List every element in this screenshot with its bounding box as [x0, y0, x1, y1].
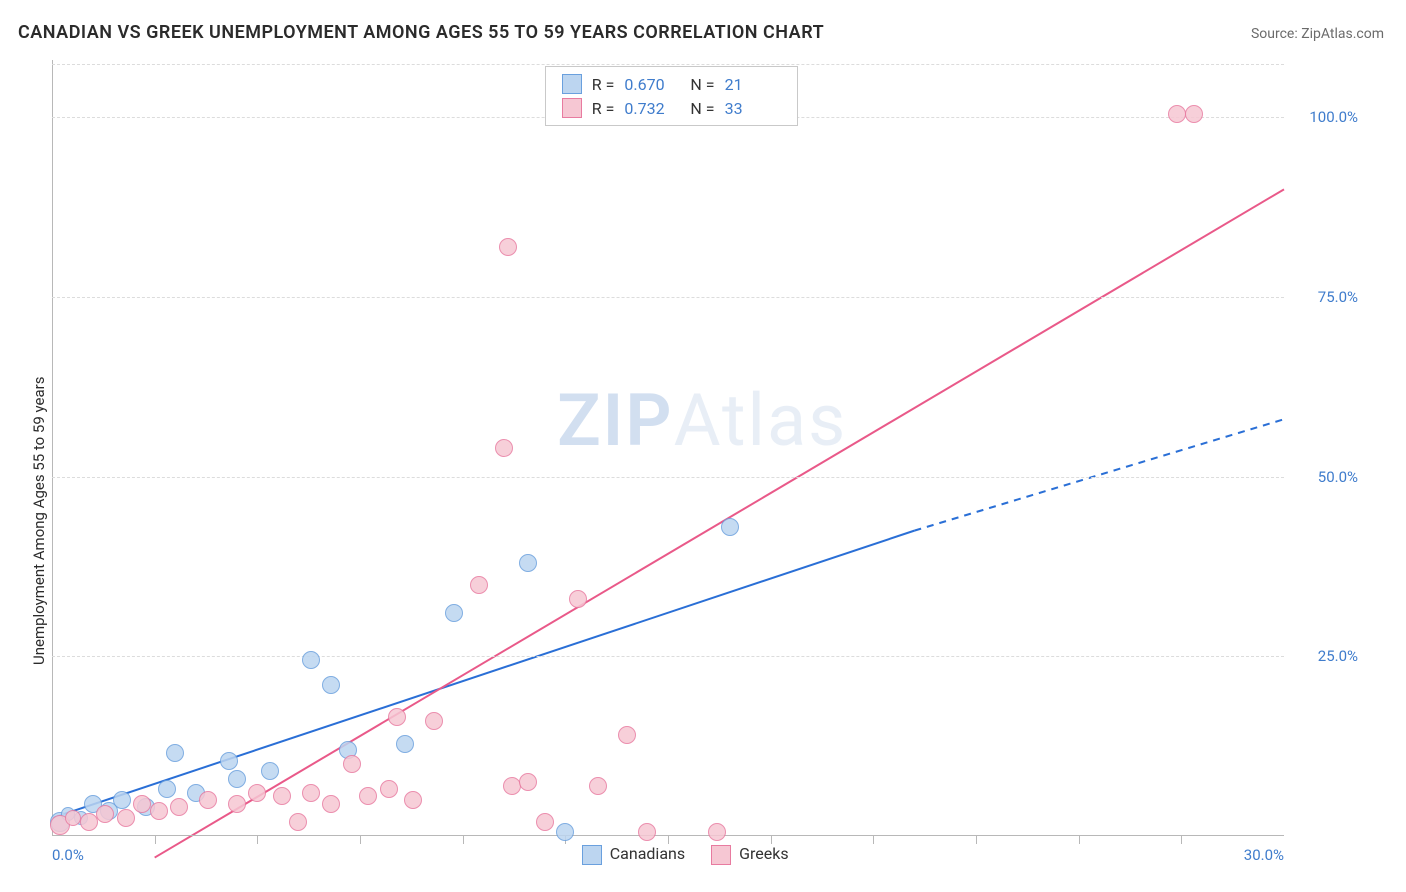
data-point-greeks	[322, 795, 340, 813]
data-point-greeks	[302, 784, 320, 802]
data-point-greeks	[96, 805, 114, 823]
x-tick-label: 0.0%	[52, 846, 84, 864]
plot-area: ZIPAtlas 25.0%50.0%75.0%100.0%0.0%30.0%	[52, 60, 1284, 836]
x-tick	[463, 836, 464, 844]
data-point-greeks	[273, 787, 291, 805]
trend-lines-layer	[52, 60, 1284, 836]
data-point-canadians	[220, 752, 238, 770]
legend-label: Greeks	[739, 844, 789, 863]
legend-r-label: R =	[592, 99, 615, 118]
grid-line	[52, 477, 1284, 478]
y-axis	[52, 60, 53, 836]
data-point-greeks	[248, 784, 266, 802]
legend-swatch	[562, 98, 582, 118]
data-point-greeks	[1168, 105, 1186, 123]
data-point-greeks	[536, 813, 554, 831]
data-point-greeks	[519, 773, 537, 791]
data-point-greeks	[495, 439, 513, 457]
data-point-canadians	[445, 604, 463, 622]
x-tick-label: 30.0%	[1244, 846, 1284, 864]
data-point-greeks	[170, 798, 188, 816]
legend-correlation-box: R = 0.670 N = 21 R = 0.732 N = 33	[545, 66, 798, 126]
legend-n-label: N =	[690, 75, 714, 94]
legend-swatch	[582, 845, 602, 865]
legend-row-canadians: R = 0.670 N = 21	[562, 72, 781, 96]
x-tick	[1079, 836, 1080, 844]
legend-swatch	[562, 74, 582, 94]
data-point-greeks	[359, 787, 377, 805]
data-point-greeks	[618, 726, 636, 744]
data-point-greeks	[199, 791, 217, 809]
legend-series: Canadians Greeks	[582, 844, 789, 865]
source-link[interactable]: ZipAtlas.com	[1301, 26, 1384, 42]
x-tick	[976, 836, 977, 844]
x-tick	[1181, 836, 1182, 844]
legend-r-value: 0.670	[624, 75, 680, 94]
trend-line	[52, 531, 914, 818]
data-point-canadians	[166, 744, 184, 762]
data-point-canadians	[228, 770, 246, 788]
data-point-canadians	[261, 762, 279, 780]
legend-n-value: 33	[725, 99, 781, 118]
y-axis-label: Unemployment Among Ages 55 to 59 years	[30, 377, 48, 665]
data-point-greeks	[503, 777, 521, 795]
data-point-greeks	[404, 791, 422, 809]
data-point-greeks	[380, 780, 398, 798]
data-point-canadians	[519, 554, 537, 572]
data-point-canadians	[322, 676, 340, 694]
legend-item-canadians: Canadians	[582, 844, 685, 865]
data-point-greeks	[425, 712, 443, 730]
trend-line	[914, 419, 1284, 530]
data-point-greeks	[289, 813, 307, 831]
legend-r-label: R =	[592, 75, 615, 94]
legend-item-greeks: Greeks	[711, 844, 789, 865]
y-tick-label: 75.0%	[1318, 288, 1358, 306]
data-point-canadians	[396, 735, 414, 753]
data-point-canadians	[721, 518, 739, 536]
legend-label: Canadians	[610, 844, 685, 863]
data-point-greeks	[343, 755, 361, 773]
data-point-canadians	[113, 791, 131, 809]
x-tick	[155, 836, 156, 844]
data-point-canadians	[556, 823, 574, 841]
x-tick	[771, 836, 772, 844]
data-point-greeks	[117, 809, 135, 827]
x-tick	[257, 836, 258, 844]
data-point-greeks	[499, 238, 517, 256]
y-tick-label: 25.0%	[1318, 647, 1358, 665]
trend-line	[155, 189, 1284, 857]
data-point-greeks	[228, 795, 246, 813]
data-point-greeks	[150, 802, 168, 820]
data-point-greeks	[1185, 105, 1203, 123]
legend-r-value: 0.732	[624, 99, 680, 118]
grid-line	[52, 64, 1284, 65]
data-point-greeks	[708, 823, 726, 841]
data-point-greeks	[80, 813, 98, 831]
data-point-greeks	[133, 795, 151, 813]
legend-row-greeks: R = 0.732 N = 33	[562, 96, 781, 120]
source-prefix: Source:	[1251, 26, 1301, 42]
x-tick	[873, 836, 874, 844]
source-credit: Source: ZipAtlas.com	[1251, 26, 1384, 42]
data-point-greeks	[589, 777, 607, 795]
grid-line	[52, 297, 1284, 298]
data-point-greeks	[388, 708, 406, 726]
data-point-greeks	[569, 590, 587, 608]
x-tick	[668, 836, 669, 844]
data-point-greeks	[470, 576, 488, 594]
data-point-canadians	[158, 780, 176, 798]
legend-n-value: 21	[725, 75, 781, 94]
x-tick	[360, 836, 361, 844]
legend-swatch	[711, 845, 731, 865]
data-point-greeks	[638, 823, 656, 841]
grid-line	[52, 656, 1284, 657]
y-tick-label: 100.0%	[1309, 108, 1358, 126]
chart-title: CANADIAN VS GREEK UNEMPLOYMENT AMONG AGE…	[18, 22, 824, 43]
data-point-canadians	[302, 651, 320, 669]
data-point-greeks	[65, 810, 81, 826]
legend-n-label: N =	[690, 99, 714, 118]
y-tick-label: 50.0%	[1318, 468, 1358, 486]
